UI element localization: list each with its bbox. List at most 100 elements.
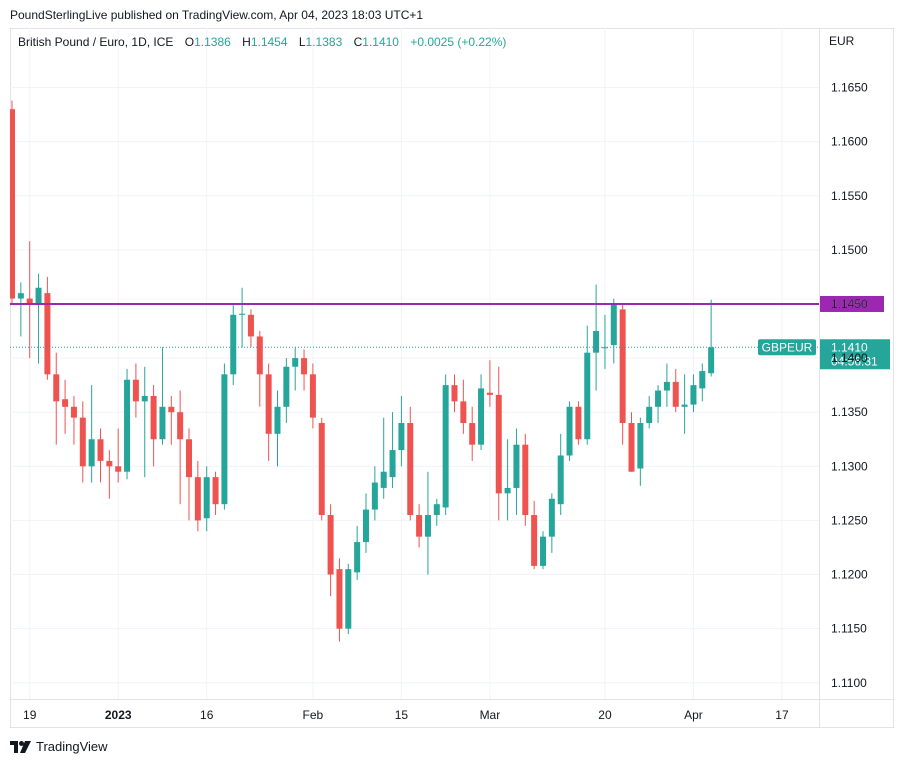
chart-legend: British Pound / Euro, 1D, ICE O1.1386 H1… [18,35,506,49]
candle [345,563,352,635]
resistance-badge [820,295,884,312]
candle [433,498,440,526]
candle-body [230,314,237,375]
x-tick-label: 15 [395,708,409,722]
candle-body [424,515,431,537]
candle [115,428,122,483]
candle-body [168,406,175,413]
symbol-badge-label: GBPEUR [762,340,813,354]
candle [62,379,69,434]
candle-layer [10,100,715,642]
candle-body [26,298,33,304]
candle-body [513,444,520,488]
candle-body [212,477,219,505]
candle-body [681,404,688,407]
candle [699,363,706,402]
legend-symbol: British Pound / Euro, 1D, ICE [18,35,174,49]
candle-body [177,412,184,440]
x-tick-label: Feb [303,708,324,722]
candle-body [522,444,529,516]
symbol-badge [758,339,816,356]
candle-body [486,392,493,395]
candle [283,358,290,424]
last-price-label: 1.1410 [831,340,868,354]
candle-body [451,385,458,402]
x-tick-label: 2023 [105,708,132,722]
chart-border [10,28,894,728]
candle [354,525,361,580]
candle [35,273,42,364]
x-tick-label: 20 [598,708,612,722]
candle [168,395,175,445]
x-tick-label: Apr [684,708,703,722]
candle-body [619,309,626,424]
candle [681,374,688,434]
candle [256,331,263,407]
candle [221,363,228,510]
candle [575,401,582,445]
candle-body [699,371,706,389]
candle-body [345,569,352,629]
candle [10,100,15,304]
candle-body [283,366,290,407]
candle-body [97,439,104,461]
candle [531,500,538,570]
candle [44,276,51,380]
candle [478,374,485,451]
y-tick-label: 1.1150 [831,622,867,636]
candle [150,385,157,467]
candle-body [274,406,281,434]
candle [663,363,670,407]
candle-body [531,515,538,566]
candle [53,352,60,445]
last-price-badge [820,339,890,370]
candle-body [150,395,157,440]
candle-body [593,331,600,353]
candle [442,374,449,516]
candle [203,466,210,532]
candle-body [557,455,564,505]
candle-body [655,390,662,407]
candle-body [566,406,573,456]
x-tick-label: 16 [200,708,214,722]
candle [708,299,715,377]
candle-body [584,352,591,440]
candle-body [354,542,361,573]
candle-body [318,423,325,516]
chart-frame[interactable]: 1.1450 GBPEUR 1.1410 04:56:31 1.1650 1.1600 1… [10,28,894,728]
candle-body [221,374,228,505]
candle [79,401,86,483]
publisher-line: PoundSterlingLive published on TradingVi… [10,8,424,22]
candle [584,325,591,445]
candle [672,368,679,413]
legend-open-label: O [184,35,195,49]
candle-body [194,477,201,521]
y-tick-label: 1.1450 [831,297,868,311]
candle [141,366,148,478]
candle-body [442,385,449,508]
x-tick-label: 19 [23,708,37,722]
candle [513,428,520,516]
candle [637,417,644,486]
candle-body [663,381,670,391]
candle [566,401,573,461]
candle [424,471,431,575]
candle [522,433,529,526]
resistance-badge-label: 1.1450 [831,297,868,311]
legend-low-label: L [298,35,306,49]
candle-body [478,388,485,445]
candle [70,395,77,445]
candle-body [88,439,95,467]
candle [265,363,272,461]
candle-body [389,450,396,478]
y-tick-label: 1.1250 [831,513,868,527]
candle [646,395,653,429]
candle-body [256,336,263,375]
tradingview-logo[interactable]: TradingView [10,739,108,754]
candle-body [141,395,148,402]
y-tick-label: 1.1650 [831,81,868,95]
candle [17,282,24,337]
axis-layer: 1.1650 1.1600 1.1550 1.1500 1.1450 1.1400 1.13… [10,28,894,728]
